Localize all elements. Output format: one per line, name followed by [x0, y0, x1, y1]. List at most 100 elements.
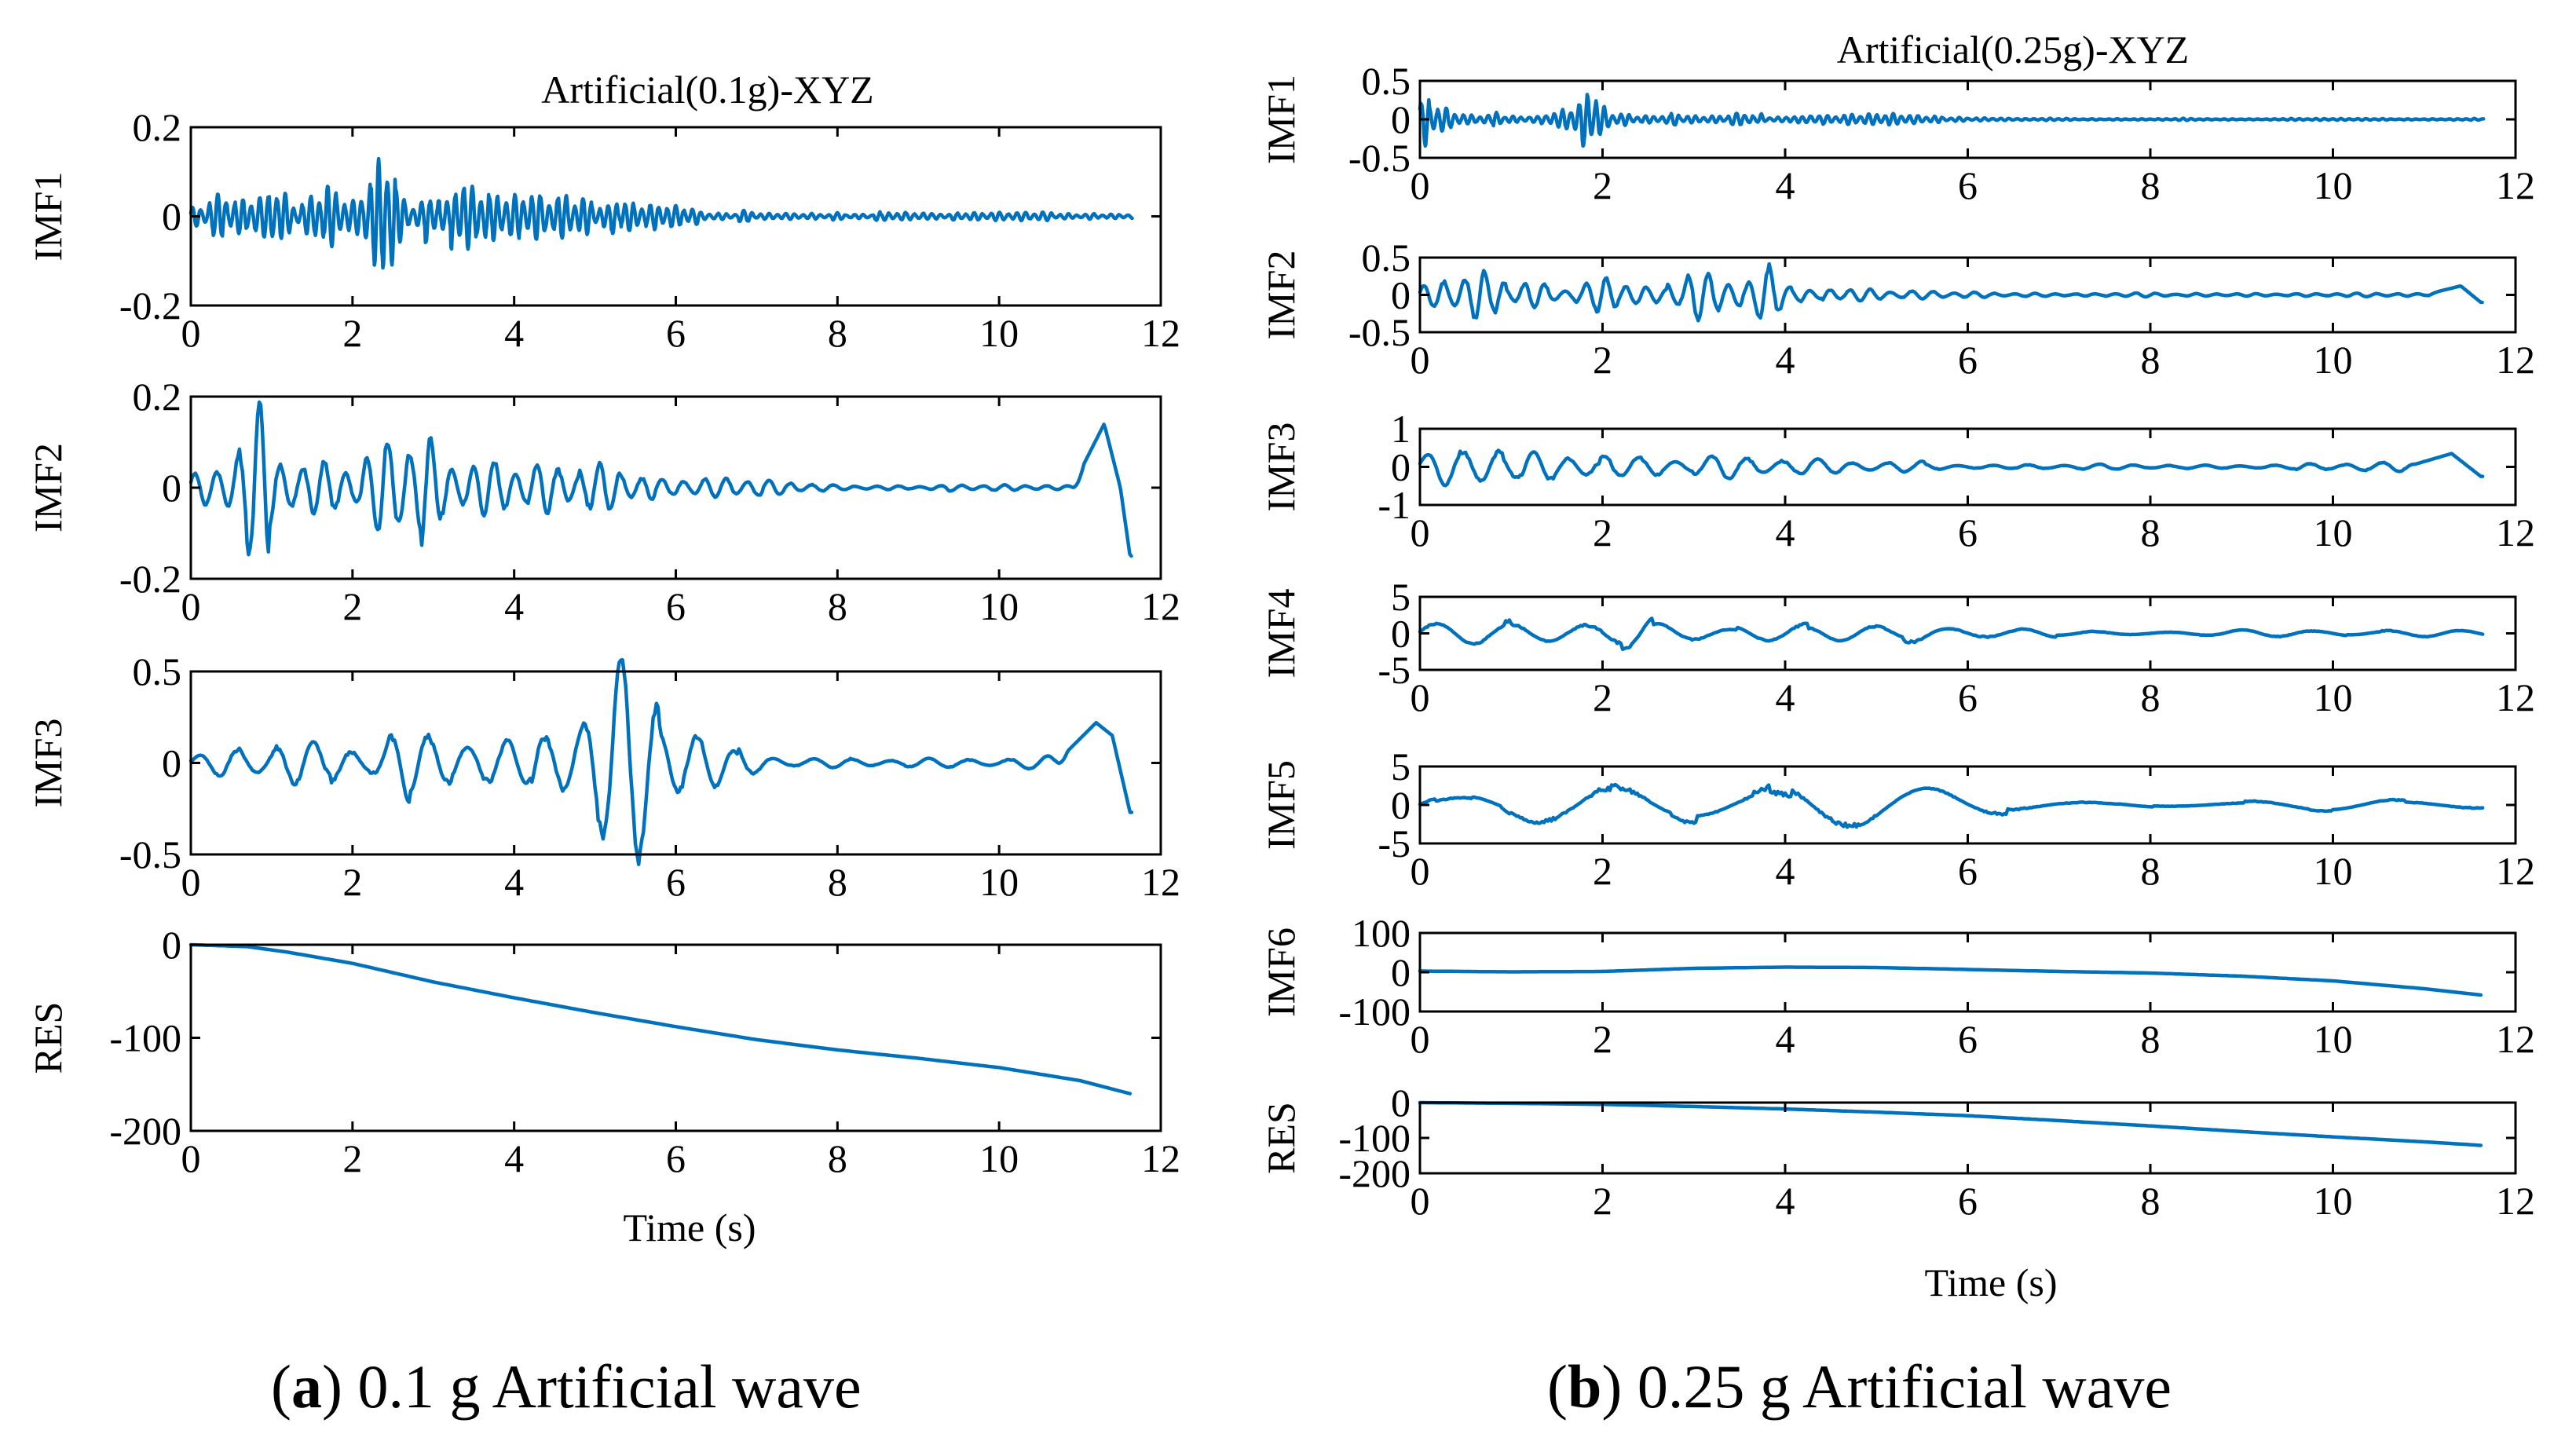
panel-b-caption-text: ) 0.25 g Artificial wave [1601, 1352, 2172, 1421]
panel-b-imf6-ytick-label: 100 [1352, 911, 1411, 955]
panel-b-res-xtick-label: 2 [1593, 1179, 1612, 1223]
panel-a-imf3-ytick-label: 0 [162, 741, 181, 785]
panel-a-imf2-xtick-label: 10 [979, 584, 1019, 628]
panel-a-res-xtick-label: 12 [1141, 1136, 1180, 1180]
panel-a-imf3-xtick-label: 8 [828, 860, 847, 904]
panel-a-res-ytick-label: -200 [109, 1109, 181, 1153]
panel-b-imf2-ylabel: IMF2 [1259, 251, 1303, 340]
panel-a-res-xtick-label: 8 [828, 1136, 847, 1180]
panel-b-res-xtick-label: 12 [2496, 1179, 2535, 1223]
panel-b-res-xtick-label: 10 [2314, 1179, 2353, 1223]
panel-b-imf4-ytick-label: 0 [1391, 612, 1411, 656]
panel-b-res-xtick-label: 8 [2141, 1179, 2161, 1223]
panel-a-imf1-series-line [188, 156, 1134, 270]
panel-b-imf5-xtick-label: 4 [1776, 849, 1795, 893]
panel-a-res-xtick-label: 2 [342, 1136, 362, 1180]
panel-a-caption-text: ) 0.1 g Artificial wave [322, 1352, 862, 1421]
panel-a-caption-letter: a [291, 1352, 322, 1421]
panel-b-imf5-xtick-label: 6 [1958, 849, 1978, 893]
panel-b-res-ytick-label: -200 [1338, 1151, 1411, 1195]
panel-b-imf1-xtick-label: 4 [1776, 163, 1795, 207]
panel-a-imf2-ytick-label: -0.2 [119, 557, 181, 601]
panel-b-imf4-xtick-label: 12 [2496, 675, 2535, 719]
panel-b-imf1-xtick-label: 6 [1958, 163, 1978, 207]
panel-b-imf1-series-line [1418, 93, 2486, 148]
panel-b-imf2-xtick-label: 4 [1776, 338, 1795, 382]
panel-a-imf2-xtick-label: 8 [828, 584, 847, 628]
panel-a-imf3-xtick-label: 4 [504, 860, 524, 904]
panel-a-imf3-xtick-label: 10 [979, 860, 1019, 904]
panel-b-imf6-xtick-label: 4 [1776, 1017, 1795, 1061]
panel-b-imf2-series-line [1418, 262, 2484, 323]
panel-b-imf2-ytick-label: 0 [1391, 273, 1411, 317]
panel-b-imf1-xtick-label: 8 [2141, 163, 2161, 207]
panel-b-imf4-xtick-label: 0 [1411, 675, 1430, 719]
panel-b-imf3-ytick-label: -1 [1378, 483, 1411, 527]
panel-b-imf1-xtick-label: 2 [1593, 163, 1612, 207]
panel-b-imf3-ylabel: IMF3 [1259, 423, 1303, 512]
panel-a-imf2-ytick-label: 0 [162, 466, 181, 510]
panel-a-res-subplot: 0 2 4 6 8 10 12 -200 -100 0 RES [26, 923, 1180, 1180]
panel-b-imf3-xtick-label: 8 [2141, 510, 2161, 554]
panel-a-imf3-ylabel: IMF3 [26, 719, 70, 808]
panel-b-imf2-ytick-label: -0.5 [1348, 310, 1411, 354]
panel-b-imf4-xtick-label: 4 [1776, 675, 1795, 719]
panel-b-caption-letter: b [1568, 1352, 1601, 1421]
panel-b-imf4-series-line [1418, 616, 2485, 651]
panel-b-imf3-ytick-label: 1 [1391, 407, 1411, 451]
panel-b-imf3-xtick-label: 2 [1593, 510, 1612, 554]
panel-b-imf4-xtick-label: 8 [2141, 675, 2161, 719]
panel-b-xlabel: Time (s) [1924, 1260, 2057, 1304]
panel-a-imf3-series-line [188, 657, 1134, 866]
panel-a-imf1-xtick-label: 4 [504, 311, 524, 355]
panel-b-imf5-xtick-label: 10 [2314, 849, 2353, 893]
panel-b-imf1-ytick-label: 0.5 [1362, 59, 1411, 103]
panel-b-imf5-xtick-label: 2 [1593, 849, 1612, 893]
panel-b-imf1-xtick-label: 0 [1411, 163, 1430, 207]
panel-a-imf1-xtick-label: 12 [1141, 311, 1180, 355]
panel-a-imf3-xtick-label: 2 [342, 860, 362, 904]
panel-b-imf6-xtick-label: 6 [1958, 1017, 1978, 1061]
panel-a-imf2-ylabel: IMF2 [26, 443, 70, 532]
panel-b-imf6-series-line [1418, 965, 2483, 997]
panel-b-title: Artificial(0.25g)-XYZ [1837, 27, 2189, 71]
panel-a-res-xtick-label: 0 [181, 1136, 201, 1180]
panel-a-imf2-xtick-label: 0 [181, 584, 201, 628]
panel-b-imf2-xtick-label: 8 [2141, 338, 2161, 382]
panel-b-imf4-xtick-label: 2 [1593, 675, 1612, 719]
panel-a-imf3-ytick-label: -0.5 [119, 832, 181, 876]
panel-b-imf1-xtick-label: 12 [2496, 163, 2535, 207]
panel-a-imf2-xtick-label: 6 [666, 584, 686, 628]
panel-b-imf6-xtick-label: 2 [1593, 1017, 1612, 1061]
panel-a-imf1-xtick-label: 0 [181, 311, 201, 355]
panel-a-imf2-ytick-label: 0.2 [133, 375, 182, 419]
panel-a-imf1-ytick-label: 0.2 [133, 105, 182, 149]
panel-a-imf1-ylabel: IMF1 [26, 172, 70, 262]
panel-a-imf2-axes-box [189, 395, 1162, 580]
panel-b-res-ytick-label: 0 [1391, 1081, 1411, 1125]
panel-b-imf3-xtick-label: 12 [2496, 510, 2535, 554]
panel-a-res-ylabel: RES [26, 1002, 70, 1074]
panel-b-imf5-ytick-label: 0 [1391, 783, 1411, 827]
panel-b-imf2-xtick-label: 2 [1593, 338, 1612, 382]
panel-b-imf1-ylabel: IMF1 [1259, 75, 1303, 164]
panel-b-imf6-xtick-label: 8 [2141, 1017, 2161, 1061]
panel-a-imf1-ytick-label: 0 [162, 195, 181, 239]
panel-a-imf1-xtick-label: 6 [666, 311, 686, 355]
panel-b-res-ylabel: RES [1259, 1102, 1303, 1174]
panel-b-imf3-ytick-label: 0 [1391, 445, 1411, 489]
panel-b-imf3-xtick-label: 10 [2314, 510, 2353, 554]
panel-a-res-xtick-label: 4 [504, 1136, 524, 1180]
panel-b-imf5-ytick-label: 5 [1391, 744, 1411, 788]
panel-a-res-xtick-label: 6 [666, 1136, 686, 1180]
panel-b-imf4-ytick-label: 5 [1391, 575, 1411, 619]
panel-b-imf2-ytick-label: 0.5 [1362, 236, 1411, 280]
panel-b-imf1-xtick-label: 10 [2314, 163, 2353, 207]
